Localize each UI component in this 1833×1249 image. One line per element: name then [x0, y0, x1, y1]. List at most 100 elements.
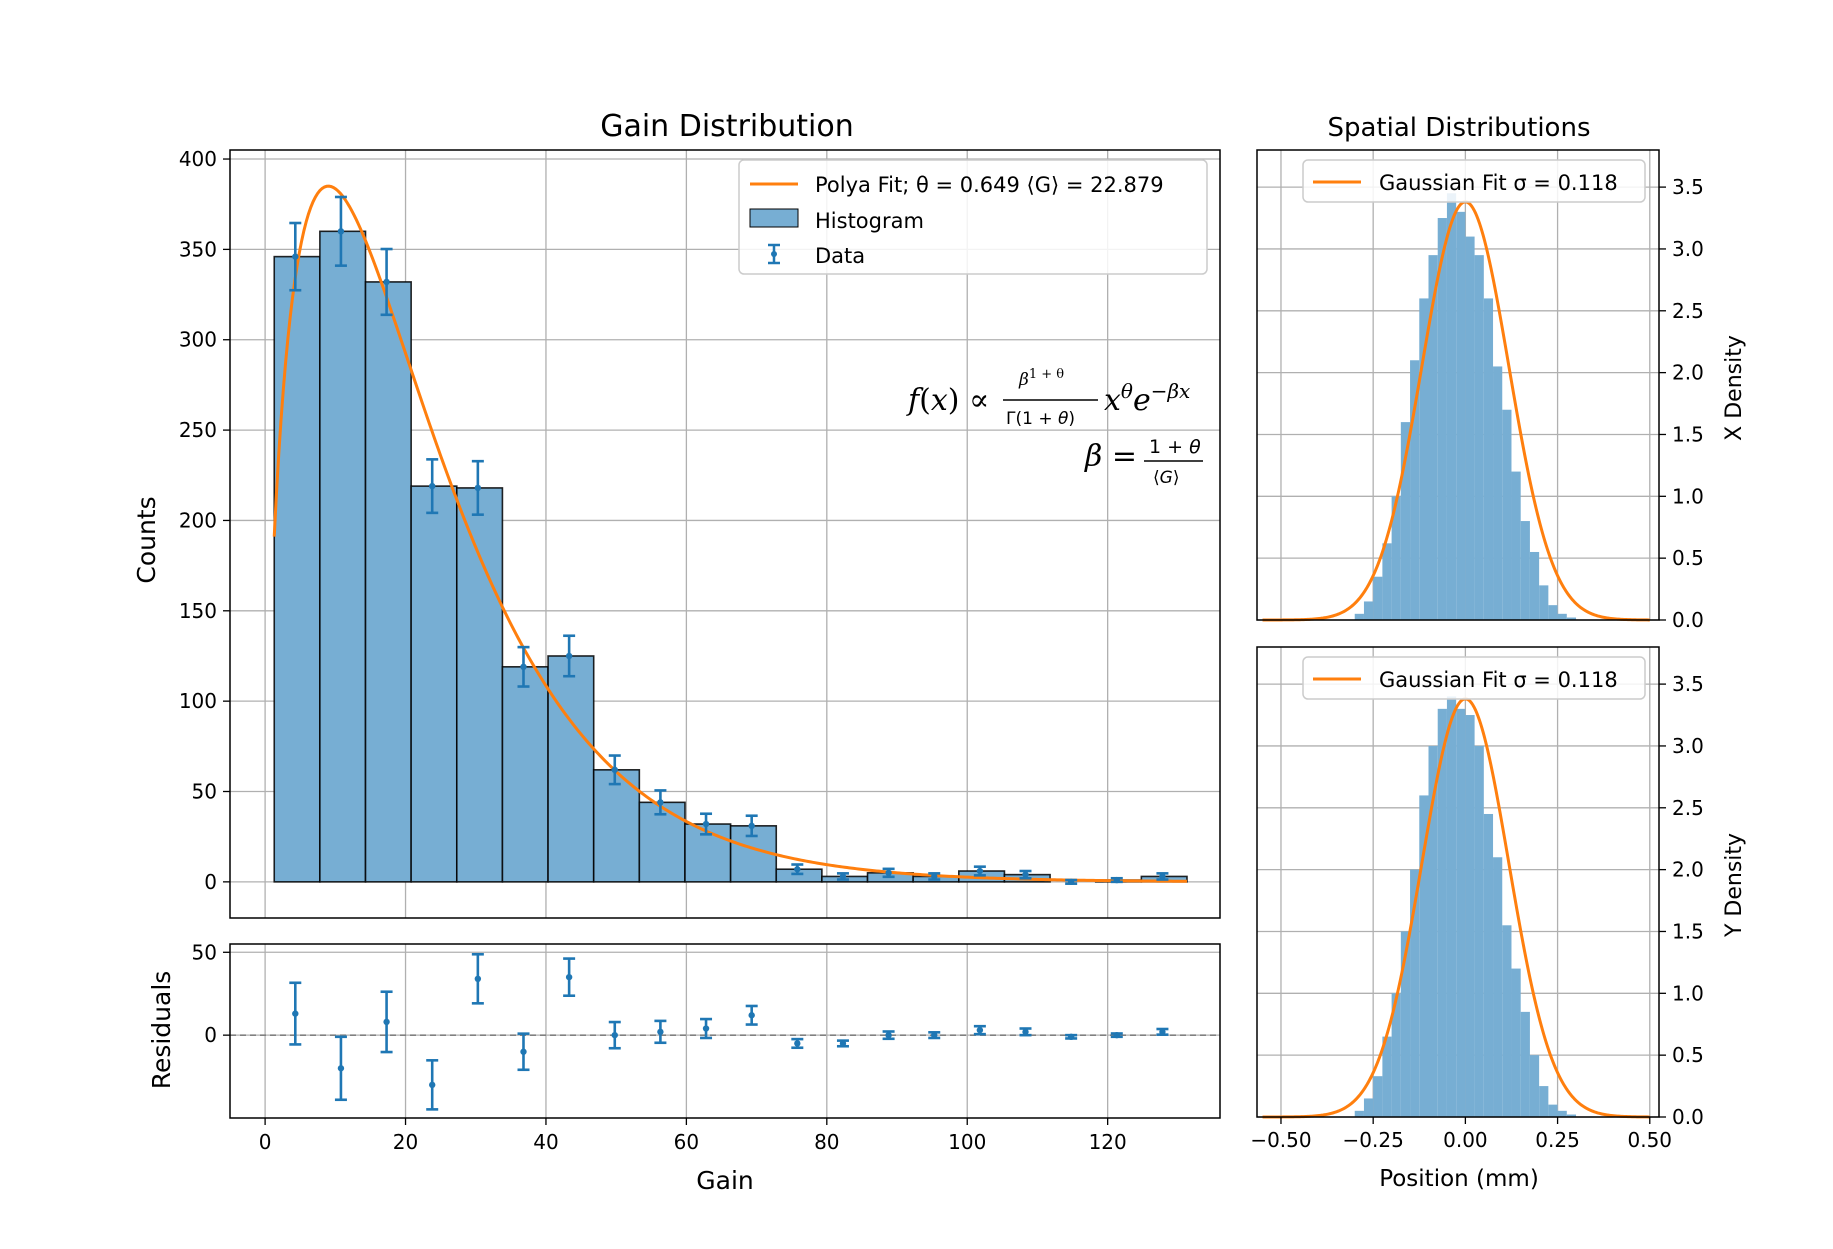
x-bar: [1446, 193, 1457, 620]
gain-data-point: [657, 799, 664, 806]
x-y-tick-label: 3.0: [1672, 237, 1704, 261]
x-bar: [1502, 409, 1512, 620]
residuals-x-tick-label: 40: [533, 1130, 558, 1154]
x-bar: [1520, 521, 1530, 620]
gain-data-point: [702, 820, 710, 828]
residuals-y-tick-label: 50: [192, 940, 217, 964]
residuals-x-tick-label: 60: [674, 1130, 699, 1154]
x-bar: [1419, 298, 1429, 620]
y-y-tick-label: 2.5: [1672, 796, 1704, 820]
y-y-tick-label: 3.5: [1672, 672, 1704, 696]
gain-ticks: 0 50 100 150 200 250 300 350 400: [179, 147, 230, 894]
residual-point: [657, 1028, 664, 1036]
y-y-tick-label: 1.0: [1672, 981, 1704, 1005]
gain-fit-curve: [272, 184, 1188, 883]
x-y-tick-label: 2.0: [1672, 361, 1704, 385]
gain-formula-annotation: f(x) ∝ β1 + θ Γ(1 + θ) xθe−βx β = 1 + θ …: [906, 367, 1203, 488]
x-bar: [1363, 601, 1374, 620]
y-density-axes-frame: [1256, 646, 1660, 1118]
y-bar: [1437, 708, 1447, 1117]
residuals-ticks: 0 20 40 60 80 100 120 0 50: [192, 940, 1127, 1154]
residual-point: [839, 1040, 847, 1047]
y-density-x-label: Position (mm): [1379, 1166, 1539, 1192]
y-bar: [1363, 1098, 1374, 1117]
y-y-tick-label: 3.0: [1672, 734, 1704, 758]
gain-histogram-bar: [547, 655, 595, 883]
residual-point: [885, 1031, 892, 1039]
x-y-tick-label: 1.0: [1672, 484, 1704, 508]
gain-legend-fit-label: Polya Fit; θ = 0.649 ⟨G⟩ = 22.879: [815, 173, 1164, 197]
gain-data-point: [383, 278, 390, 286]
residual-point: [337, 1065, 345, 1072]
x-bar: [1474, 255, 1484, 620]
residuals-y-label: Residuals: [147, 971, 176, 1090]
x-bar: [1483, 298, 1494, 620]
y-density-ticks: −0.50 −0.25 0.00 0.25 0.500.0 0.5 1.0 1.5 2.0 2.5…: [1250, 672, 1703, 1152]
gain-data-point: [794, 866, 801, 873]
gain-y-tick-label: 50: [192, 780, 217, 804]
gain-data-point: [1113, 876, 1120, 884]
y-x-tick-label: −0.25: [1343, 1128, 1404, 1152]
y-density-y-label: Y Density: [1722, 833, 1747, 938]
residuals-axes-frame: [229, 943, 1221, 1119]
x-bar: [1456, 211, 1466, 620]
gain-y-tick-label: 400: [179, 147, 217, 171]
x-bar: [1437, 218, 1447, 621]
gain-y-tick-label: 200: [179, 508, 217, 532]
gain-data-point: [292, 253, 299, 260]
residual-point: [794, 1040, 801, 1047]
residual-point: [292, 1010, 299, 1017]
residual-point: [565, 973, 573, 981]
gain-data-point: [931, 873, 938, 880]
gain-y-tick-label: 150: [179, 599, 217, 623]
gain-data-point: [976, 867, 984, 875]
y-density-legend: Gaussian Fit σ = 0.118: [1302, 656, 1646, 700]
residual-point: [748, 1012, 755, 1019]
x-bar: [1465, 236, 1475, 620]
residuals-chart: Residuals Gain 0 20 40 60 80 100 120 0 50: [147, 940, 1221, 1195]
x-density-bars: [1354, 193, 1577, 621]
x-y-tick-label: 3.5: [1672, 175, 1704, 199]
y-bar: [1400, 931, 1411, 1117]
x-y-tick-label: 0.0: [1672, 608, 1704, 632]
y-bar: [1566, 1114, 1577, 1117]
y-density-chart: Y Density Position (mm) −0.50 −0.25 0.00 0.…: [1250, 646, 1747, 1192]
residuals-x-tick-label: 120: [1089, 1130, 1127, 1154]
y-bar: [1483, 813, 1494, 1117]
x-density-fit-curve: [1262, 200, 1650, 622]
y-bar: [1529, 1055, 1540, 1117]
y-bar: [1373, 1076, 1383, 1117]
residual-point: [1022, 1028, 1029, 1036]
residual-point: [520, 1048, 527, 1055]
gain-y-tick-label: 0: [204, 870, 217, 894]
gain-y-label: Counts: [132, 496, 161, 583]
residual-point: [429, 1081, 436, 1089]
y-bar: [1419, 795, 1429, 1117]
x-density-axes-frame: [1256, 149, 1660, 621]
y-bar: [1539, 1086, 1549, 1117]
gain-chart: Gain Distribution Counts 0 50 100 150 200 250…: [132, 109, 1221, 919]
gain-chart-title: Gain Distribution: [600, 109, 854, 144]
residuals-points: [289, 952, 1169, 1111]
x-bar: [1391, 496, 1401, 620]
y-density-legend-label: Gaussian Fit σ = 0.118: [1379, 668, 1618, 692]
x-density-y-label: X Density: [1722, 335, 1747, 441]
residual-point: [1113, 1031, 1120, 1039]
y-y-tick-label: 1.5: [1672, 919, 1704, 943]
gain-grid: [230, 150, 1220, 918]
gain-data-point: [474, 484, 482, 492]
x-bar: [1410, 360, 1420, 620]
residuals-x-tick-label: 100: [948, 1130, 986, 1154]
y-x-tick-label: 0.25: [1535, 1128, 1580, 1152]
gain-histogram-bar: [410, 485, 458, 883]
y-x-tick-label: 0.00: [1443, 1128, 1488, 1152]
residuals-x-tick-label: 20: [393, 1130, 418, 1154]
x-density-legend-label: Gaussian Fit σ = 0.118: [1379, 171, 1618, 195]
y-bar: [1446, 696, 1457, 1117]
gain-y-tick-label: 300: [179, 328, 217, 352]
y-gaussian-line: [1262, 697, 1650, 1119]
svg-text:f(x) ∝: f(x) ∝: [906, 383, 989, 418]
y-bar: [1474, 745, 1484, 1117]
gain-data-point: [611, 766, 618, 774]
x-y-tick-label: 1.5: [1672, 422, 1704, 446]
